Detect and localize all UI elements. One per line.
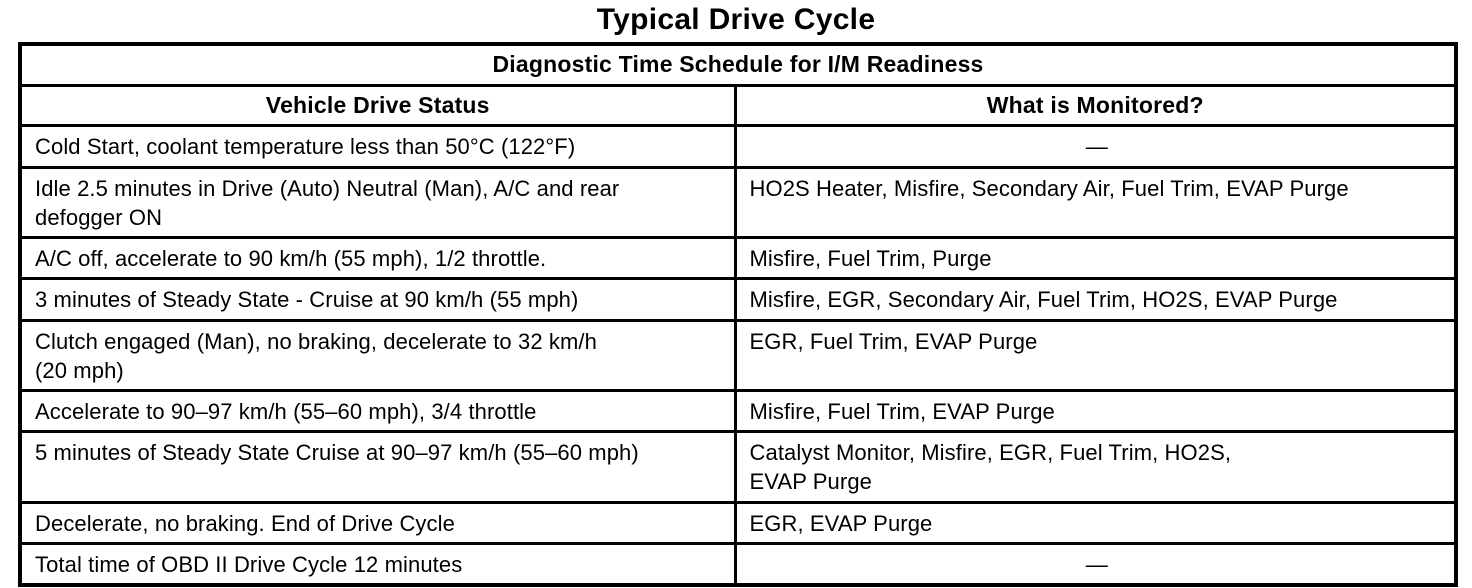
monitored-cell: — — [733, 541, 1458, 586]
status-cell: Cold Start, coolant temperature less tha… — [18, 123, 737, 169]
table-row: Accelerate to 90–97 km/h (55–60 mph), 3/… — [18, 388, 1458, 433]
monitored-cell: Catalyst Monitor, Misfire, EGR, Fuel Tri… — [733, 429, 1458, 504]
table-row: Decelerate, no braking. End of Drive Cyc… — [18, 500, 1458, 545]
monitored-cell: EGR, Fuel Trim, EVAP Purge — [733, 318, 1458, 392]
monitored-cell: — — [733, 123, 1458, 169]
status-cell: Idle 2.5 minutes in Drive (Auto) Neutral… — [18, 165, 737, 239]
table-row: Cold Start, coolant temperature less tha… — [18, 123, 1458, 169]
table-row: Idle 2.5 minutes in Drive (Auto) Neutral… — [18, 165, 1458, 239]
status-cell: Decelerate, no braking. End of Drive Cyc… — [18, 500, 737, 545]
table-row: 3 minutes of Steady State - Cruise at 90… — [18, 276, 1458, 322]
status-cell: 3 minutes of Steady State - Cruise at 90… — [18, 276, 737, 322]
column-header-row: Vehicle Drive Status What is Monitored? — [18, 83, 1458, 127]
table-title-row: Diagnostic Time Schedule for I/M Readine… — [18, 42, 1458, 87]
table-row: A/C off, accelerate to 90 km/h (55 mph),… — [18, 235, 1458, 280]
monitored-cell: Misfire, EGR, Secondary Air, Fuel Trim, … — [733, 276, 1458, 322]
monitored-cell: Misfire, Fuel Trim, Purge — [733, 235, 1458, 280]
table-row: 5 minutes of Steady State Cruise at 90–9… — [18, 429, 1458, 504]
status-cell: Clutch engaged (Man), no braking, decele… — [18, 318, 737, 392]
col-header-what-is-monitored: What is Monitored? — [733, 83, 1458, 127]
table-title: Diagnostic Time Schedule for I/M Readine… — [18, 42, 1458, 87]
table-row: Total time of OBD II Drive Cycle 12 minu… — [18, 541, 1458, 586]
status-cell: A/C off, accelerate to 90 km/h (55 mph),… — [18, 235, 737, 280]
status-cell: Total time of OBD II Drive Cycle 12 minu… — [18, 541, 737, 586]
table-row: Clutch engaged (Man), no braking, decele… — [18, 318, 1458, 392]
col-header-vehicle-drive-status: Vehicle Drive Status — [18, 83, 737, 127]
monitored-cell: Misfire, Fuel Trim, EVAP Purge — [733, 388, 1458, 433]
document-page: Typical Drive Cycle Diagnostic Time Sche… — [18, 3, 1459, 587]
status-cell: Accelerate to 90–97 km/h (55–60 mph), 3/… — [18, 388, 737, 433]
monitored-cell: HO2S Heater, Misfire, Secondary Air, Fue… — [733, 165, 1458, 239]
monitored-cell: EGR, EVAP Purge — [733, 500, 1458, 545]
status-cell: 5 minutes of Steady State Cruise at 90–9… — [18, 429, 737, 504]
drive-cycle-table: Diagnostic Time Schedule for I/M Readine… — [18, 42, 1459, 587]
page-title: Typical Drive Cycle — [596, 3, 876, 36]
